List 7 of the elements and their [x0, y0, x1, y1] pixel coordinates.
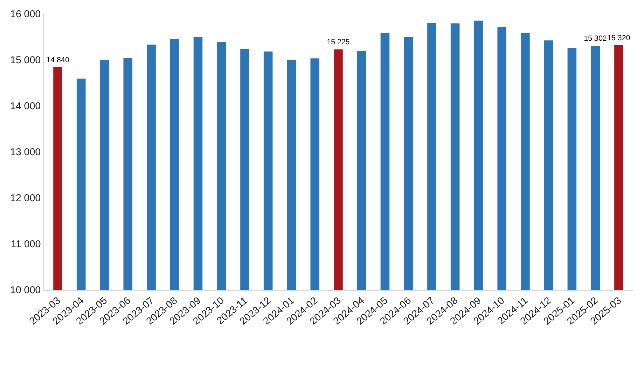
y-tick-label: 16 000 [10, 10, 42, 20]
y-tick-label: 12 000 [10, 194, 42, 204]
y-tick-label: 13 000 [10, 148, 42, 158]
y-tick-label: 15 000 [10, 56, 42, 66]
y-tick-label: 10 000 [10, 286, 42, 296]
y-tick-label: 14 000 [10, 102, 42, 112]
y-tick-label: 11 000 [11, 240, 42, 250]
